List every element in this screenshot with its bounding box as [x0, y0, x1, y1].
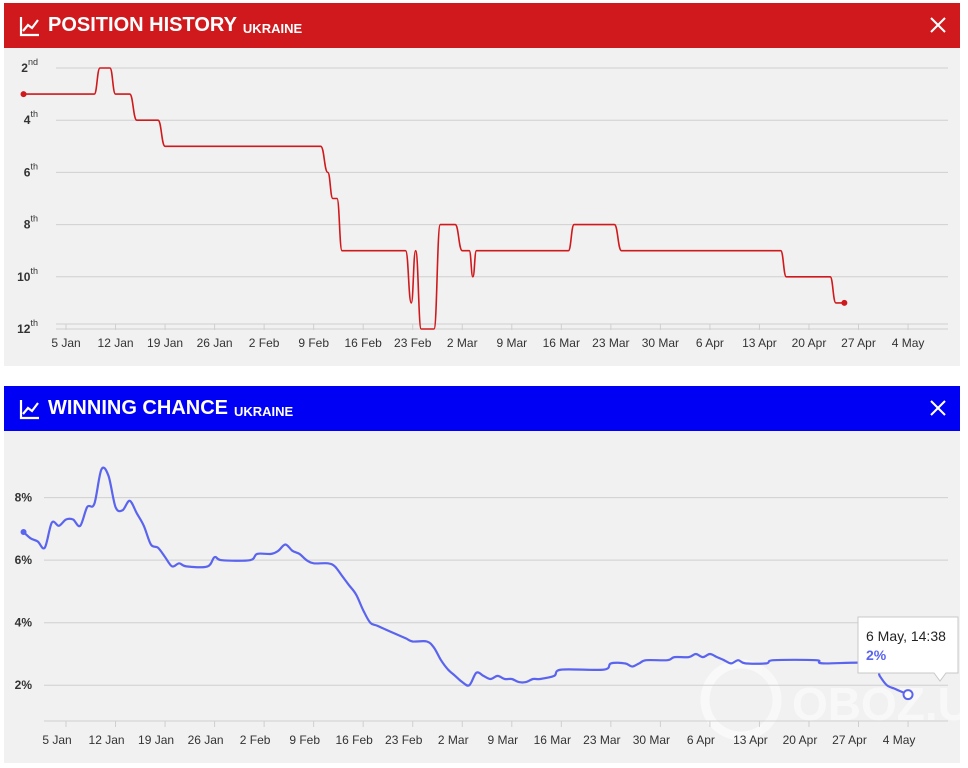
- series-end-point: [841, 299, 848, 306]
- x-tick-label: 30 Mar: [633, 733, 670, 747]
- series-line: [23, 67, 845, 330]
- position-history-title: POSITION HISTORY: [48, 14, 237, 36]
- x-tick-label: 9 Mar: [496, 336, 527, 350]
- y-tick-label: 2%: [15, 678, 33, 692]
- tooltip: 6 May, 14:38 2%: [857, 616, 959, 682]
- x-tick-label: 12 Jan: [98, 336, 134, 350]
- winning-chance-header: WINNING CHANCE UKRAINE: [4, 386, 960, 431]
- x-tick-label: 26 Jan: [188, 733, 224, 747]
- series-line: [22, 466, 909, 696]
- x-tick-label: 16 Mar: [543, 336, 580, 350]
- x-tick-label: 23 Mar: [583, 733, 620, 747]
- x-tick-label: 16 Mar: [534, 733, 571, 747]
- hover-point[interactable]: [902, 689, 914, 701]
- x-tick-label: 27 Apr: [832, 733, 867, 747]
- close-icon[interactable]: [928, 398, 948, 418]
- series-start-point: [20, 529, 27, 536]
- x-tick-label: 16 Feb: [336, 733, 374, 747]
- watermark: OBOZ.UA: [700, 659, 968, 741]
- line-chart-icon: [19, 16, 39, 36]
- x-tick-label: 23 Feb: [385, 733, 423, 747]
- y-tick-label: 8%: [15, 491, 33, 505]
- x-tick-label: 16 Feb: [345, 336, 383, 350]
- x-tick-label: 13 Apr: [742, 336, 777, 350]
- x-tick-label: 5 Jan: [51, 336, 80, 350]
- x-tick-label: 2 Feb: [240, 733, 271, 747]
- winning-chance-body: OBOZ.UA 2% 4% 6% 8% 5 Jan 12 Jan 19 Jan 26 Jan 2…: [4, 431, 968, 763]
- x-tick-label: 13 Apr: [733, 733, 768, 747]
- x-tick-label: 30 Mar: [642, 336, 679, 350]
- watermark-text: OBOZ.UA: [792, 678, 960, 730]
- x-tick-label: 26 Jan: [197, 336, 233, 350]
- x-tick-label: 2 Feb: [249, 336, 280, 350]
- x-tick-label: 27 Apr: [841, 336, 876, 350]
- position-history-subtitle: UKRAINE: [242, 20, 303, 36]
- line-chart-icon: [19, 399, 39, 419]
- close-icon[interactable]: [928, 15, 948, 35]
- y-tick-label: 4%: [15, 616, 33, 630]
- tooltip-date: 6 May, 14:38: [866, 628, 946, 644]
- y-tick-label: 6th: [24, 161, 38, 179]
- x-tick-label: 23 Mar: [592, 336, 629, 350]
- y-tick-label: 12th: [17, 318, 38, 336]
- x-tick-label: 23 Feb: [394, 336, 432, 350]
- x-tick-label: 19 Jan: [147, 336, 183, 350]
- winning-chance-subtitle: UKRAINE: [234, 403, 294, 419]
- x-tick-label: 2 Mar: [447, 336, 478, 350]
- x-tick-label: 19 Jan: [138, 733, 174, 747]
- x-tick-label: 6 Apr: [696, 336, 724, 350]
- x-tick-label: 20 Apr: [792, 336, 827, 350]
- x-tick-label: 6 Apr: [687, 733, 715, 747]
- x-tick-label: 2 Mar: [438, 733, 469, 747]
- x-tick-label: 4 May: [883, 733, 916, 747]
- series-start-point: [20, 91, 27, 98]
- x-tick-label: 9 Feb: [298, 336, 329, 350]
- winning-chance-chart: OBOZ.UA 2% 4% 6% 8% 5 Jan 12 Jan 19 Jan 26 Jan 2…: [15, 466, 968, 747]
- x-tick-label: 20 Apr: [783, 733, 818, 747]
- y-tick-label: 8th: [24, 214, 38, 232]
- x-tick-label: 5 Jan: [42, 733, 71, 747]
- y-tick-label: 6%: [15, 553, 33, 567]
- y-tick-label: 10th: [17, 266, 38, 284]
- winning-chance-title: WINNING CHANCE: [48, 397, 228, 419]
- x-tick-label: 4 May: [892, 336, 925, 350]
- position-history-chart: 2nd 4th 6th 8th 10th 12th 5 Jan 12 Jan 19 Jan 26 …: [17, 57, 948, 350]
- x-tick-label: 9 Mar: [487, 733, 518, 747]
- position-history-body: 2nd 4th 6th 8th 10th 12th 5 Jan 12 Jan 19 Jan 26 …: [4, 48, 960, 366]
- x-tick-label: 9 Feb: [289, 733, 320, 747]
- y-tick-label: 4th: [24, 109, 38, 127]
- x-tick-label: 12 Jan: [89, 733, 125, 747]
- y-tick-label: 2nd: [21, 57, 38, 75]
- position-history-header: POSITION HISTORY UKRAINE: [4, 3, 960, 48]
- tooltip-value: 2%: [866, 647, 887, 663]
